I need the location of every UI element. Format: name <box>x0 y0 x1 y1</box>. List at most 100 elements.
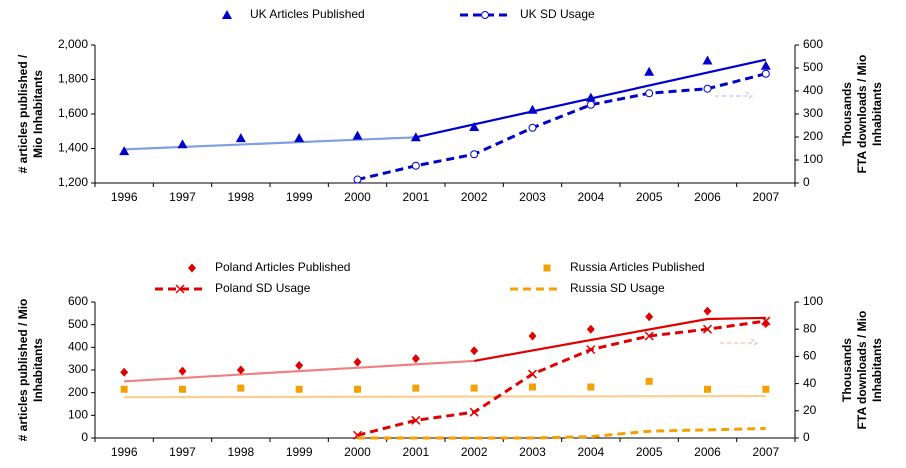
y2-tick-label: 400 <box>803 83 823 97</box>
data-point <box>410 132 421 142</box>
y2-axis-label: Inhabitants <box>870 338 884 402</box>
data-point <box>761 319 770 329</box>
data-point <box>645 377 653 385</box>
x-tick-label: 1999 <box>286 190 313 204</box>
y-tick-label: 500 <box>68 317 88 331</box>
data-point <box>585 92 596 102</box>
y-tick-label: 1,800 <box>58 72 88 86</box>
y-axis-label: Mio Inhabitants <box>31 70 45 158</box>
data-point <box>178 366 187 376</box>
data-point <box>295 360 304 370</box>
x-tick-label: 2006 <box>694 445 721 459</box>
y-tick-label: 600 <box>68 294 88 308</box>
x-tick-label: 2007 <box>752 445 779 459</box>
y-axis-label: # articles published / Mio <box>16 299 30 442</box>
x-tick-label: 2004 <box>577 445 604 459</box>
x-tick-label: 1996 <box>111 190 138 204</box>
legend-label: Russia SD Usage <box>570 281 665 295</box>
y2-axis-label: FTA downloads / Mio <box>855 55 869 174</box>
x-tick-label: 2002 <box>461 445 488 459</box>
data-point <box>120 385 128 393</box>
y2-tick-label: 500 <box>803 60 823 74</box>
data-point <box>353 175 362 184</box>
legend-label: Poland SD Usage <box>215 281 311 295</box>
legend-swatch <box>222 10 232 19</box>
x-tick-label: 1997 <box>169 445 196 459</box>
data-point <box>762 385 770 393</box>
decoration <box>720 338 759 348</box>
series-line <box>357 426 766 440</box>
data-point <box>586 100 595 109</box>
x-tick-label: 2005 <box>636 190 663 204</box>
y-tick-label: 0 <box>81 430 88 444</box>
legend-label: Russia Articles Published <box>570 260 705 274</box>
legend-label: UK SD Usage <box>520 7 595 21</box>
y-axis-label: Inhabitants <box>31 338 45 402</box>
legend-swatch <box>481 11 489 19</box>
y2-tick-label: 100 <box>803 152 823 166</box>
data-point <box>470 346 479 356</box>
data-point <box>179 385 186 393</box>
data-point <box>411 415 421 425</box>
legend-label: Poland Articles Published <box>215 260 350 274</box>
data-point <box>703 306 712 316</box>
data-point <box>470 150 479 159</box>
series-line <box>357 72 767 182</box>
y-axis-label: # articles published / <box>16 54 30 173</box>
trendline <box>124 136 416 151</box>
data-point <box>644 66 655 76</box>
y2-tick-label: 20 <box>803 403 817 417</box>
data-point <box>704 385 711 393</box>
data-point <box>528 331 537 341</box>
x-tick-label: 2002 <box>461 190 488 204</box>
y-tick-label: 1,400 <box>58 141 88 155</box>
arrow <box>715 91 754 101</box>
y-tick-label: 300 <box>68 362 88 376</box>
data-point <box>412 384 420 392</box>
trendline <box>124 359 475 383</box>
y2-tick-label: 100 <box>803 294 823 308</box>
data-point <box>529 383 536 391</box>
data-point <box>644 331 654 341</box>
data-point <box>411 161 420 170</box>
y-tick-label: 200 <box>68 385 88 399</box>
data-point <box>469 121 480 131</box>
data-point <box>120 367 129 377</box>
data-point <box>703 84 712 93</box>
x-tick-label: 1997 <box>169 190 196 204</box>
data-point <box>760 60 771 70</box>
data-point <box>586 324 595 334</box>
legend-label: UK Articles Published <box>250 7 365 21</box>
y2-tick-label: 60 <box>803 349 817 363</box>
trendline <box>473 316 766 363</box>
x-tick-label: 2000 <box>344 190 371 204</box>
y-tick-label: 100 <box>68 408 88 422</box>
data-point <box>528 123 537 132</box>
y2-tick-label: 0 <box>803 175 810 189</box>
x-tick-label: 2005 <box>636 445 663 459</box>
arrow <box>720 338 759 348</box>
y2-tick-label: 300 <box>803 106 823 120</box>
data-point <box>235 133 246 143</box>
x-tick-label: 1999 <box>286 445 313 459</box>
data-point <box>295 385 303 393</box>
y2-tick-label: 80 <box>803 321 817 335</box>
legend-swatch <box>188 263 196 273</box>
legend-swatch <box>175 284 185 294</box>
data-point <box>294 133 305 143</box>
trendline <box>124 394 766 399</box>
data-point <box>119 146 130 156</box>
y2-axis-label: Thousands <box>840 338 854 402</box>
y2-tick-label: 40 <box>803 376 817 390</box>
x-tick-label: 1996 <box>111 445 138 459</box>
series-line <box>357 319 767 437</box>
y2-axis-label: Thousands <box>840 82 854 146</box>
y2-tick-label: 0 <box>803 430 810 444</box>
data-point <box>352 130 363 140</box>
data-point <box>761 69 770 78</box>
x-tick-label: 2004 <box>577 190 604 204</box>
x-tick-label: 2006 <box>694 190 721 204</box>
y-tick-label: 2,000 <box>58 37 88 51</box>
data-point <box>587 383 595 391</box>
x-tick-label: 2003 <box>519 190 546 204</box>
